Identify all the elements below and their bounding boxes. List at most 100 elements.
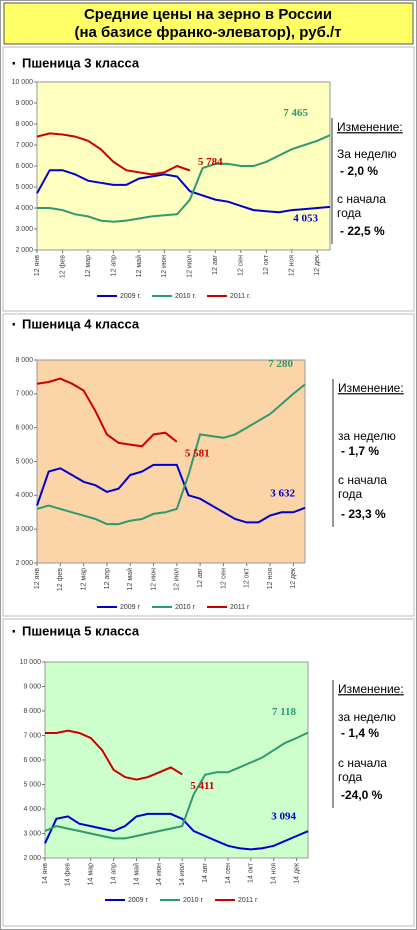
x-tick-label: 14 авг bbox=[202, 863, 209, 883]
y-tick-label: 4 000 bbox=[15, 492, 33, 499]
y-tick-label: 7 000 bbox=[15, 391, 33, 398]
y-tick-label: 6 000 bbox=[23, 757, 41, 764]
x-tick-label: 14 май bbox=[132, 863, 140, 885]
x-tick-label: 14 окт bbox=[248, 862, 255, 883]
note-ytd-value: -24,0 % bbox=[341, 788, 383, 802]
y-tick-label: 8 000 bbox=[23, 708, 41, 715]
end-label: 7 465 bbox=[283, 107, 308, 119]
chart-title: Пшеница 4 класса bbox=[22, 316, 140, 331]
x-tick-label: 12 мар bbox=[85, 255, 92, 277]
line-series bbox=[36, 383, 306, 526]
chart-title: Пшеница 3 класса bbox=[22, 55, 140, 70]
note-ytd-value: - 23,3 % bbox=[341, 507, 386, 521]
plot-area bbox=[44, 661, 309, 859]
legend-label: 2010 г. bbox=[175, 293, 196, 300]
legend-label: 2011 г bbox=[238, 897, 258, 904]
x-tick-label: 12 мар bbox=[80, 568, 87, 590]
y-tick-label: 5 000 bbox=[23, 781, 41, 788]
x-tick-label: 12 апр bbox=[110, 255, 117, 276]
y-tick-label: 10 000 bbox=[12, 79, 34, 86]
plot-area bbox=[36, 359, 306, 564]
y-tick-label: 6 000 bbox=[15, 163, 33, 170]
note-ytd-label: с начала bbox=[338, 756, 387, 770]
x-tick-label: 14 апр bbox=[110, 863, 117, 884]
note-week-label: за неделю bbox=[338, 429, 396, 443]
note-ytd-value: - 22,5 % bbox=[340, 224, 385, 238]
end-label: 7 118 bbox=[272, 706, 297, 718]
end-label: 5 411 bbox=[190, 780, 214, 792]
end-label: 7 280 bbox=[268, 358, 293, 370]
x-tick-label: 12 дек bbox=[314, 254, 321, 276]
note-week-label: за неделю bbox=[338, 710, 396, 724]
x-tick-label: 12 май bbox=[126, 568, 134, 590]
x-tick-label: 12 дек bbox=[290, 567, 297, 589]
title: (на базисе франко-элеватор), руб./т bbox=[74, 24, 341, 41]
y-tick-label: 7 000 bbox=[23, 732, 41, 739]
note-week-value: - 1,4 % bbox=[341, 726, 379, 740]
y-tick-label: 2 000 bbox=[15, 560, 33, 567]
end-label: 5 784 bbox=[198, 156, 223, 168]
x-tick-label: 12 ноя bbox=[267, 568, 274, 589]
x-tick-label: 14 фев bbox=[65, 863, 72, 886]
x-tick-label: 12 фев bbox=[59, 255, 66, 278]
line-series bbox=[44, 731, 309, 840]
note-ytd-label: года bbox=[338, 770, 363, 784]
note-ytd-label: с начала bbox=[338, 473, 387, 487]
x-tick-label: 12 июл bbox=[187, 255, 194, 278]
bullet: ▪ bbox=[12, 320, 16, 331]
note-heading: Изменение: bbox=[337, 120, 403, 134]
legend-label: 2010 г bbox=[175, 604, 196, 611]
line-series bbox=[45, 729, 183, 781]
line-series bbox=[36, 132, 191, 176]
y-tick-label: 3 000 bbox=[23, 830, 41, 837]
line-series bbox=[36, 169, 331, 214]
note-ytd-label: года bbox=[338, 487, 363, 501]
note-heading: Изменение: bbox=[338, 682, 404, 696]
y-tick-label: 3 000 bbox=[15, 526, 33, 533]
panel bbox=[2, 46, 415, 312]
y-tick-label: 5 000 bbox=[15, 458, 33, 465]
y-tick-label: 6 000 bbox=[15, 425, 33, 432]
bullet: ▪ bbox=[12, 627, 16, 638]
x-tick-label: 12 авг bbox=[197, 568, 204, 588]
x-tick-label: 12 июн bbox=[150, 568, 157, 591]
y-tick-label: 2 000 bbox=[23, 855, 41, 862]
x-tick-label: 12 апр bbox=[104, 568, 111, 589]
y-tick-label: 10 000 bbox=[20, 659, 42, 666]
line-series bbox=[37, 134, 331, 223]
end-label: 3 094 bbox=[271, 811, 296, 823]
x-tick-label: 12 авг bbox=[212, 255, 219, 275]
x-tick-label: 12 сен bbox=[238, 255, 245, 276]
x-tick-label: 14 сен bbox=[225, 863, 232, 884]
y-tick-label: 2 000 bbox=[15, 247, 33, 254]
legend-label: 2009 г bbox=[120, 604, 141, 611]
x-tick-label: 12 ноя bbox=[289, 255, 296, 276]
legend-label: 2010 г bbox=[183, 897, 204, 904]
y-tick-label: 8 000 bbox=[15, 357, 33, 364]
end-label: 4 053 bbox=[293, 212, 318, 224]
y-tick-label: 4 000 bbox=[15, 205, 33, 212]
x-tick-label: 12 янв bbox=[34, 255, 41, 276]
x-tick-label: 14 ноя bbox=[271, 863, 278, 884]
y-tick-label: 4 000 bbox=[23, 806, 41, 813]
note-ytd-label: с начала bbox=[337, 192, 386, 206]
line-series bbox=[44, 812, 309, 851]
x-tick-label: 12 июн bbox=[161, 255, 168, 278]
x-tick-label: 14 янв bbox=[42, 863, 49, 884]
x-tick-label: 14 июл bbox=[179, 863, 186, 886]
y-tick-label: 9 000 bbox=[23, 683, 41, 690]
x-tick-label: 14 июн bbox=[156, 863, 163, 886]
legend-label: 2011 г bbox=[230, 604, 250, 611]
y-tick-label: 3 000 bbox=[15, 226, 33, 233]
y-tick-label: 8 000 bbox=[15, 121, 33, 128]
note-week-value: - 1,7 % bbox=[341, 444, 379, 458]
x-tick-label: 12 сен bbox=[220, 568, 227, 589]
note-week-value: - 2,0 % bbox=[340, 164, 378, 178]
panel bbox=[2, 313, 415, 617]
y-tick-label: 5 000 bbox=[15, 184, 33, 191]
line-series bbox=[36, 377, 178, 448]
note-ytd-label: года bbox=[337, 206, 362, 220]
x-tick-label: 12 окт bbox=[263, 254, 270, 275]
title-box bbox=[3, 2, 414, 45]
